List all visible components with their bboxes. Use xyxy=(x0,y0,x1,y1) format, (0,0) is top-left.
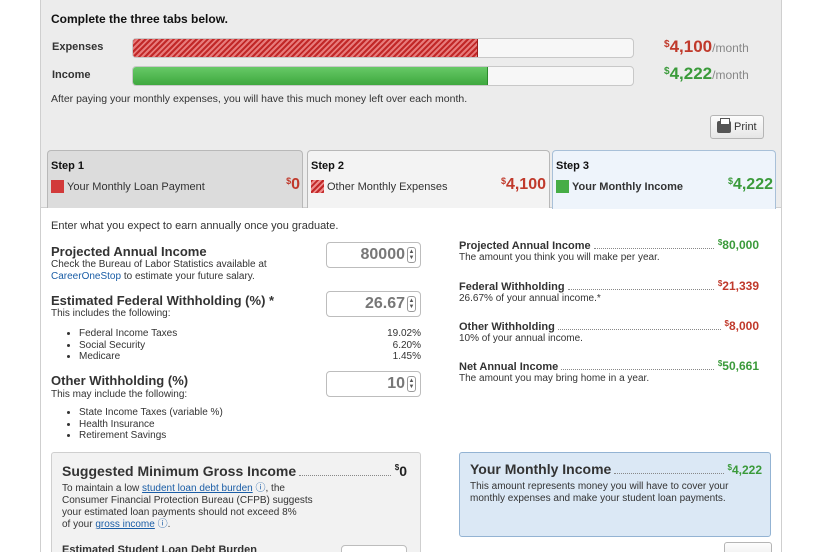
federal-items-list: Federal Income Taxes Social Security Med… xyxy=(51,328,251,363)
tab-step-label: Step 3 xyxy=(556,160,590,172)
list-item: Medicare xyxy=(79,351,251,363)
print-label: Print xyxy=(734,121,757,133)
income-color-swatch xyxy=(556,180,569,193)
list-item: Health Insurance xyxy=(79,419,311,431)
projected-income-label: Projected Annual Income xyxy=(51,244,207,259)
pct-value: 19.02% xyxy=(387,328,421,339)
summary-column: Projected Annual Income $80,000 The amoun… xyxy=(459,238,759,399)
monthly-income-box: Your Monthly Income $4,222 This amount r… xyxy=(459,452,771,537)
summary-panel: Complete the three tabs below. Expenses … xyxy=(41,0,781,209)
pct-value: 1.45% xyxy=(392,351,421,362)
tab-step-2[interactable]: Step 2 Other Monthly Expenses $4,100 xyxy=(307,150,550,208)
gross-income-box: Suggested Minimum Gross Income $0 To mai… xyxy=(51,452,421,552)
tab-step-1[interactable]: Step 1 Your Monthly Loan Payment $0 xyxy=(47,150,303,208)
summary-item: Projected Annual Income $80,000 The amoun… xyxy=(459,238,759,263)
tab-label: Your Monthly Loan Payment xyxy=(67,180,205,193)
printer-icon xyxy=(717,118,731,133)
tab-value: $4,100 xyxy=(500,176,546,193)
tab-value: $0 xyxy=(286,176,300,193)
other-withholding-input[interactable]: 10 ▲ ▼ xyxy=(326,371,421,397)
summary-item: Other Withholding $8,000 10% of your annu… xyxy=(459,319,759,344)
tab-label: Your Monthly Income xyxy=(572,180,684,193)
federal-withholding-help: This includes the following: xyxy=(51,308,171,319)
calculator-frame: Complete the three tabs below. Expenses … xyxy=(40,0,782,552)
income-label: Income xyxy=(52,69,91,81)
tab-step-label: Step 2 xyxy=(311,160,345,172)
list-item: State Income Taxes (variable %) xyxy=(79,407,311,419)
income-total: $4,222/month xyxy=(664,64,749,83)
spinner-icon[interactable]: ▲ ▼ xyxy=(407,247,416,263)
tab-value: $4,222 xyxy=(727,176,773,193)
info-icon[interactable]: ⓘ xyxy=(252,483,266,494)
monthly-income-desc: This amount represents money you will ha… xyxy=(470,481,729,504)
debt-burden-link[interactable]: student loan debt burden xyxy=(142,483,253,494)
list-item: Social Security xyxy=(79,340,251,352)
debt-burden-input[interactable] xyxy=(341,545,407,552)
federal-pct-list: 19.02% 6.20% 1.45% xyxy=(361,328,421,363)
tab-step-3[interactable]: Step 3 Your Monthly Income $4,222 xyxy=(552,150,776,209)
monthly-income-title: Your Monthly Income xyxy=(470,461,612,477)
federal-withholding-input[interactable]: 26.67 ▲ ▼ xyxy=(326,291,421,317)
print-button[interactable]: Print xyxy=(710,115,764,139)
income-bar xyxy=(132,66,634,86)
expenses-bar xyxy=(132,38,634,58)
income-bar-fill xyxy=(133,67,488,85)
summary-item: Federal Withholding $21,339 26.67% of you… xyxy=(459,279,759,304)
form-instruction: Enter what you expect to earn annually o… xyxy=(51,220,339,232)
intro-heading: Complete the three tabs below. xyxy=(51,12,228,26)
gross-income-title: Suggested Minimum Gross Income xyxy=(62,463,297,479)
gross-income-link[interactable]: gross income xyxy=(95,519,155,530)
projected-income-input[interactable]: 80000 ▲ ▼ xyxy=(326,242,421,268)
spinner-icon[interactable]: ▲ ▼ xyxy=(407,296,416,312)
other-withholding-help: This may include the following: xyxy=(51,389,188,400)
info-icon[interactable]: ⓘ xyxy=(154,519,168,530)
gross-income-text: To maintain a low student loan debt burd… xyxy=(62,483,313,530)
tab-label: Other Monthly Expenses xyxy=(327,180,448,193)
list-item: Federal Income Taxes xyxy=(79,328,251,340)
federal-withholding-label: Estimated Federal Withholding (%) * xyxy=(51,293,275,308)
other-items-list: State Income Taxes (variable %) Health I… xyxy=(51,407,311,442)
other-withholding-label: Other Withholding (%) xyxy=(51,373,189,388)
pct-value: 6.20% xyxy=(392,339,421,351)
leftover-note: After paying your monthly expenses, you … xyxy=(51,93,468,105)
expenses-label: Expenses xyxy=(52,41,104,53)
spinner-icon[interactable]: ▲ ▼ xyxy=(407,376,416,392)
careeronestop-link[interactable]: CareerOneStop xyxy=(51,271,122,282)
reset-button[interactable] xyxy=(724,542,772,552)
debt-burden-title: Estimated Student Loan Debt Burden xyxy=(62,544,257,552)
gross-income-value: $0 xyxy=(394,463,407,479)
projected-income-help: Check the Bureau of Labor Statistics ava… xyxy=(51,259,267,282)
tab-step-label: Step 1 xyxy=(51,160,85,172)
expenses-bar-fill xyxy=(133,39,478,57)
list-item: Retirement Savings xyxy=(79,430,311,442)
summary-item: Net Annual Income $50,661 The amount you … xyxy=(459,359,759,384)
monthly-income-value: $4,222 xyxy=(727,463,762,477)
expenses-color-swatch xyxy=(311,180,324,193)
loan-payment-color-swatch xyxy=(51,180,64,193)
expenses-total: $4,100/month xyxy=(664,37,749,56)
